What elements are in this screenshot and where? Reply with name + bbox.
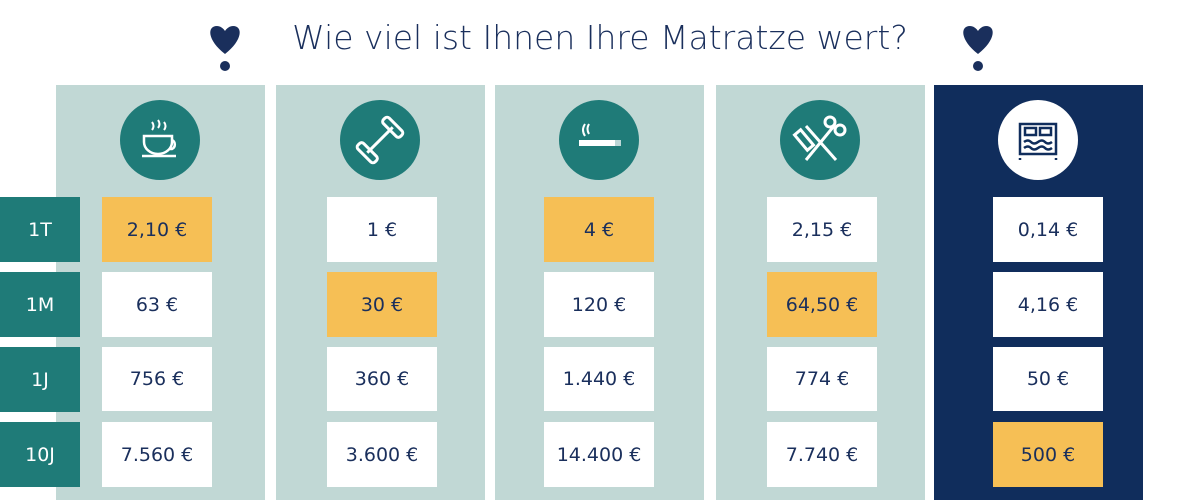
value-cell: 360 € — [327, 347, 437, 411]
heart-icon — [210, 26, 240, 71]
value-cell: 120 € — [544, 272, 654, 337]
value-cell: 7.740 € — [767, 422, 877, 487]
value-cell: 3.600 € — [327, 422, 437, 487]
column-icon — [780, 100, 860, 180]
value-cell: 7.560 € — [102, 422, 212, 487]
value-cell: 774 € — [767, 347, 877, 411]
value-cell: 64,50 € — [767, 272, 877, 337]
row-label: 1M — [0, 272, 80, 337]
value-cell: 50 € — [993, 347, 1103, 411]
title: Wie viel ist Ihnen Ihre Matratze wert? — [292, 18, 908, 57]
value-cell: 1 € — [327, 197, 437, 262]
value-cell: 2,10 € — [102, 197, 212, 262]
value-cell: 0,14 € — [993, 197, 1103, 262]
column-icon — [559, 100, 639, 180]
column-icon — [340, 100, 420, 180]
value-cell: 14.400 € — [544, 422, 654, 487]
row-label: 1T — [0, 197, 80, 262]
value-cell: 1.440 € — [544, 347, 654, 411]
value-cell: 500 € — [993, 422, 1103, 487]
value-cell: 4,16 € — [993, 272, 1103, 337]
value-cell: 2,15 € — [767, 197, 877, 262]
heart-icon — [963, 26, 993, 71]
value-cell: 4 € — [544, 197, 654, 262]
value-cell: 63 € — [102, 272, 212, 337]
value-cell: 30 € — [327, 272, 437, 337]
row-label: 10J — [0, 422, 80, 487]
row-label: 1J — [0, 347, 80, 412]
column-icon — [998, 100, 1078, 180]
value-cell: 756 € — [102, 347, 212, 411]
column-icon — [120, 100, 200, 180]
